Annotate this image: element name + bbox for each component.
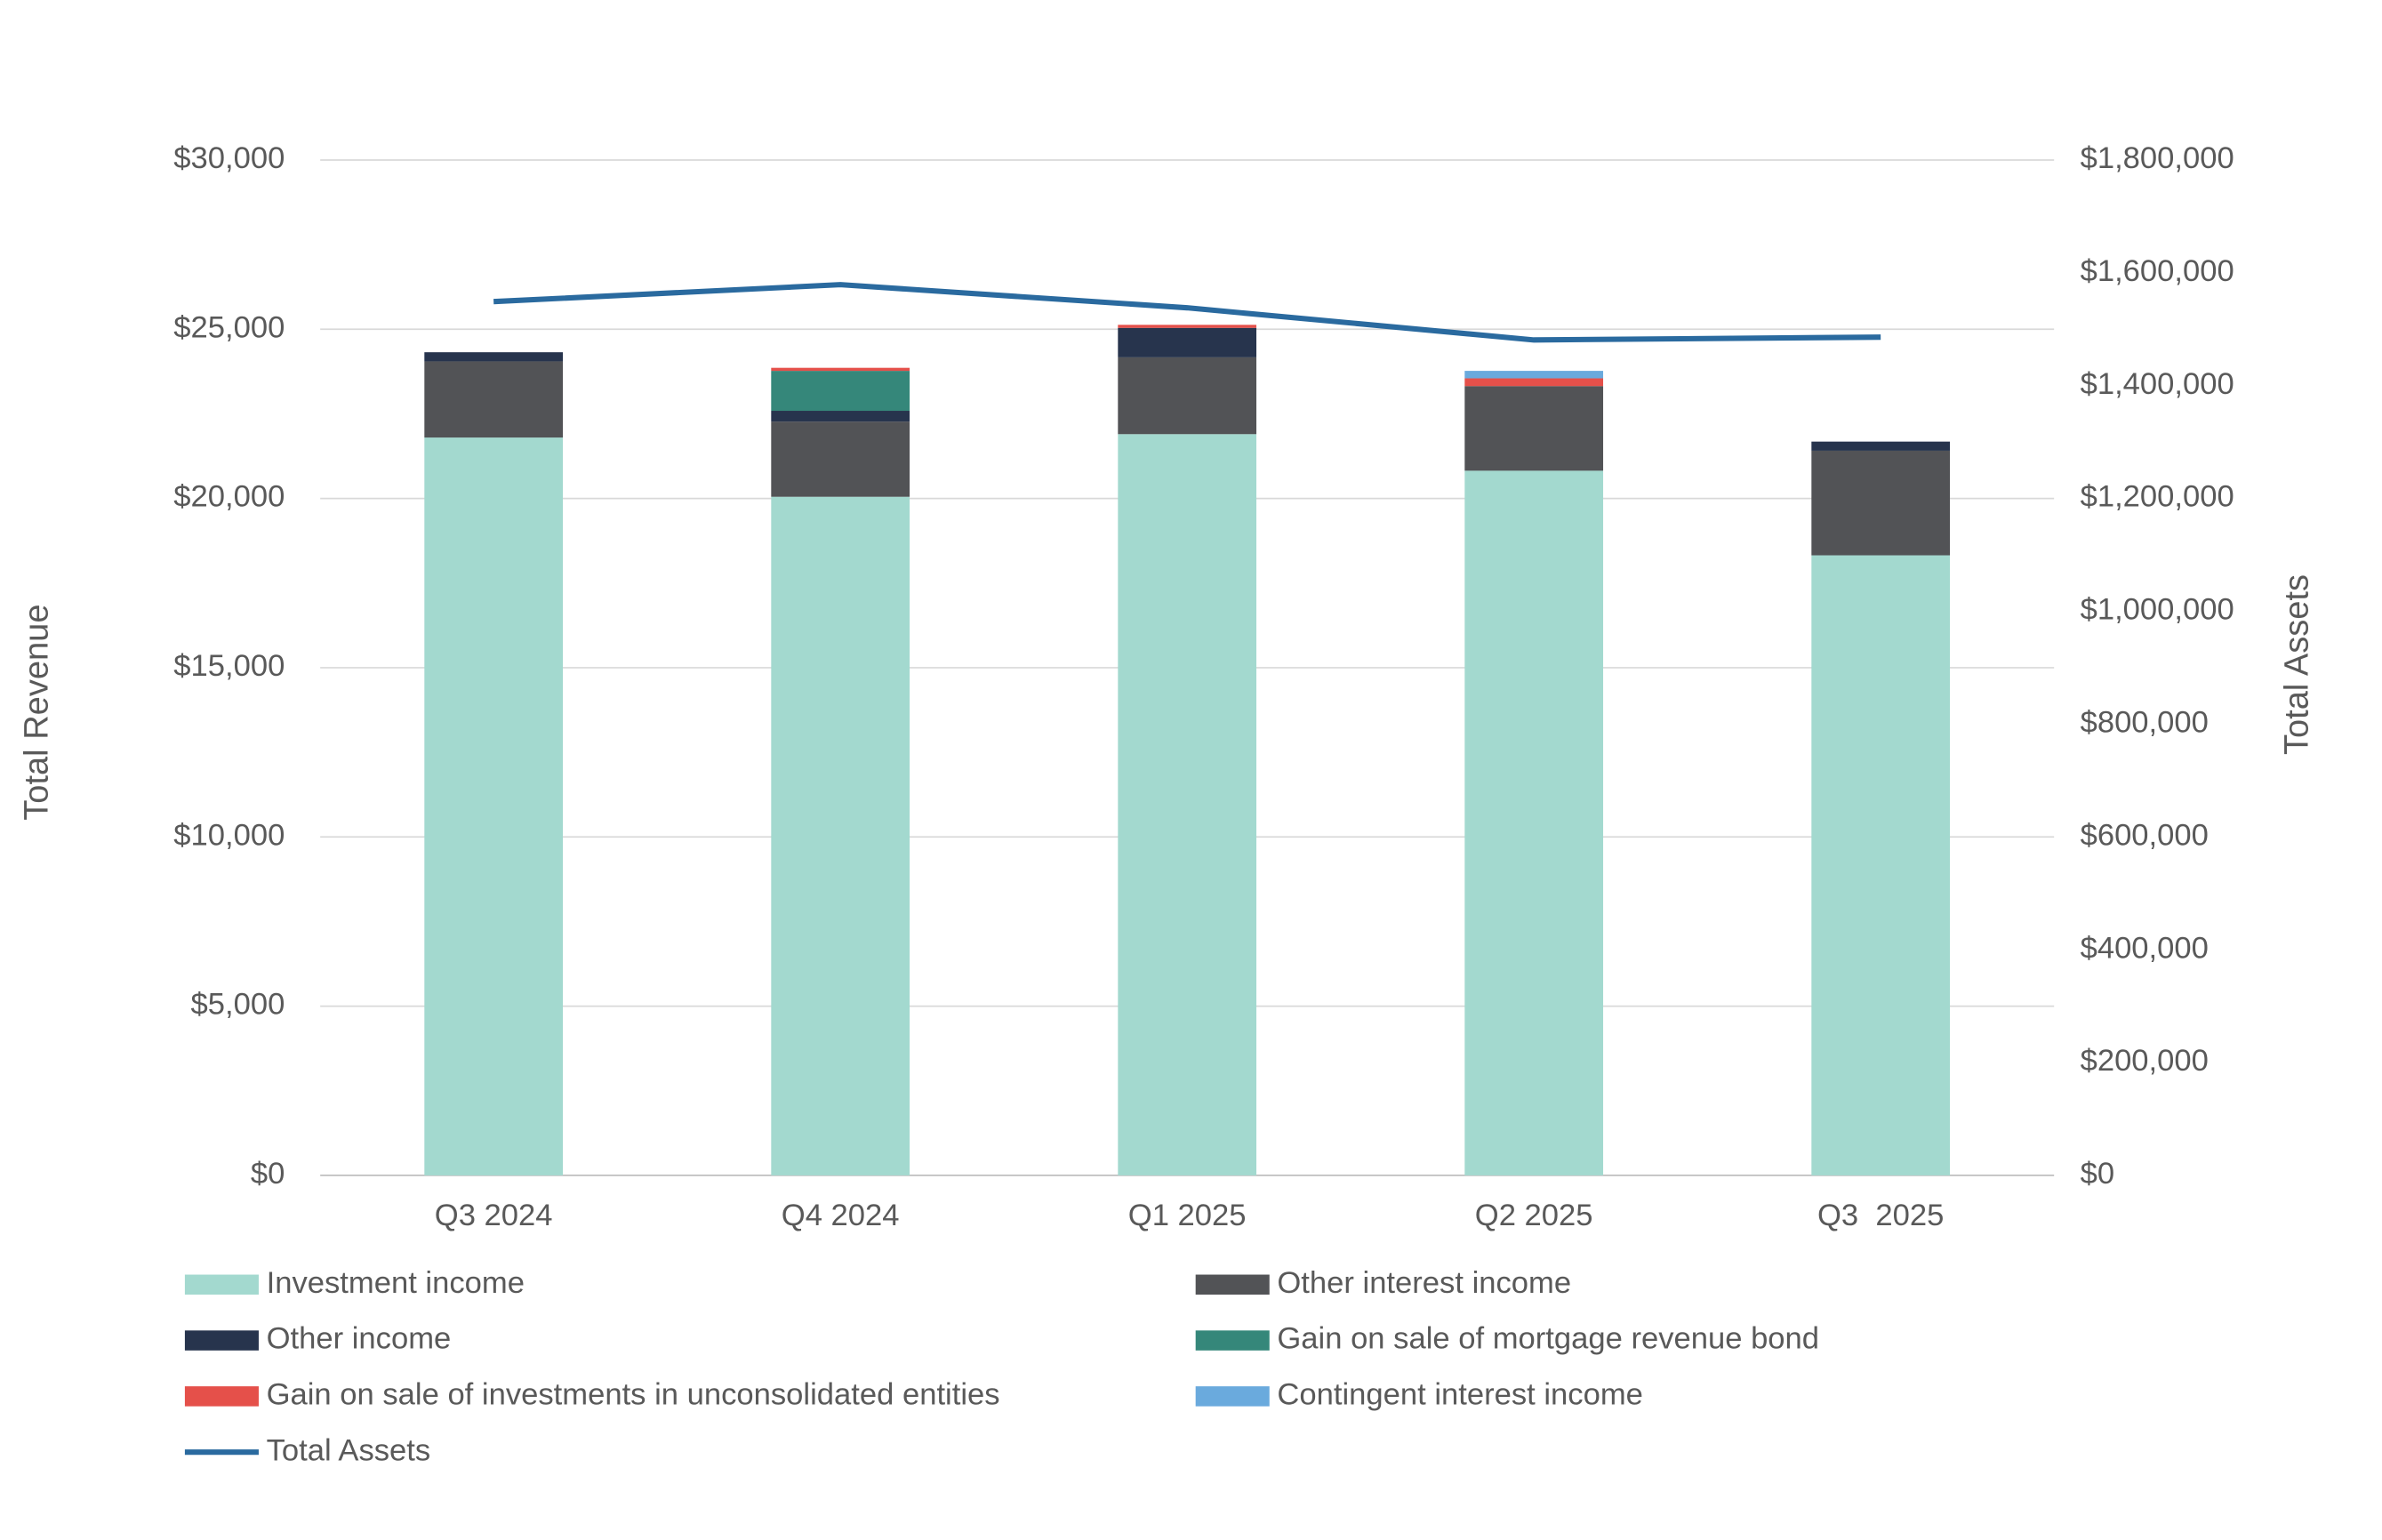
legend-swatch <box>1195 1274 1270 1295</box>
x-tick-label: Q3 2024 <box>435 1199 553 1232</box>
legend-swatch <box>1195 1330 1270 1351</box>
bar-segment <box>771 367 910 372</box>
y2-tick-label: $1,400,000 <box>2081 367 2234 401</box>
legend-label: Gain on sale of mortgage revenue bond <box>1277 1322 1819 1356</box>
bar-segment <box>1464 378 1604 387</box>
y-tick-label: $25,000 <box>173 310 285 344</box>
bar-segment <box>1464 371 1604 379</box>
bar-segment <box>771 411 910 422</box>
bar-segment <box>771 371 910 412</box>
y2-axis-title: Total Assets <box>2278 574 2315 755</box>
y2-tick-label: $1,800,000 <box>2081 141 2234 175</box>
legend-label: Other income <box>267 1322 452 1356</box>
legend-swatch <box>184 1386 259 1407</box>
y2-tick-label: $600,000 <box>2081 818 2209 852</box>
y2-tick-label: $400,000 <box>2081 931 2209 965</box>
x-tick-label: Q1 2025 <box>1128 1199 1247 1232</box>
y2-tick-label: $1,600,000 <box>2081 254 2234 288</box>
y-axis-title: Total Revenue <box>19 604 56 820</box>
x-tick-label: Q2 2025 <box>1475 1199 1593 1232</box>
bar-segment <box>1118 434 1257 1175</box>
legend-label: Contingent interest income <box>1277 1378 1643 1412</box>
y2-tick-label: $800,000 <box>2081 706 2209 740</box>
legend-label: Total Assets <box>267 1433 431 1467</box>
bar-segment <box>1118 327 1257 357</box>
y2-tick-label: $200,000 <box>2081 1044 2209 1078</box>
y-tick-label: $0 <box>251 1157 285 1191</box>
x-tick-label: Q3 2025 <box>1817 1199 1944 1232</box>
y-tick-label: $20,000 <box>173 480 285 514</box>
bar-segment <box>1464 386 1604 471</box>
legend-swatch <box>1195 1386 1270 1407</box>
y2-tick-label: $1,200,000 <box>2081 480 2234 514</box>
y-tick-label: $15,000 <box>173 649 285 683</box>
bar-segment <box>1811 450 1951 556</box>
legend-label: Investment income <box>267 1266 525 1300</box>
bar-segment <box>1811 555 1951 1175</box>
bar-segment <box>424 361 564 438</box>
bar-segment <box>1811 441 1951 451</box>
bar-segment <box>424 437 564 1175</box>
y2-tick-label: $0 <box>2081 1157 2114 1191</box>
bar-segment <box>1118 325 1257 328</box>
y-tick-label: $30,000 <box>173 141 285 175</box>
bar-segment <box>1464 470 1604 1175</box>
bar-segment <box>771 496 910 1175</box>
legend-label: Other interest income <box>1277 1266 1571 1300</box>
line <box>493 282 1881 343</box>
legend-swatch <box>184 1274 259 1295</box>
x-tick-label: Q4 2024 <box>782 1199 900 1232</box>
bar-segment <box>1118 357 1257 435</box>
y-tick-label: $5,000 <box>191 988 285 1022</box>
bar-segment <box>771 421 910 497</box>
bar-segment <box>424 352 564 362</box>
legend-swatch <box>184 1330 259 1351</box>
y2-tick-label: $1,000,000 <box>2081 593 2234 627</box>
y-tick-label: $10,000 <box>173 818 285 852</box>
legend-label: Gain on sale of investments in unconsoli… <box>267 1378 1000 1412</box>
